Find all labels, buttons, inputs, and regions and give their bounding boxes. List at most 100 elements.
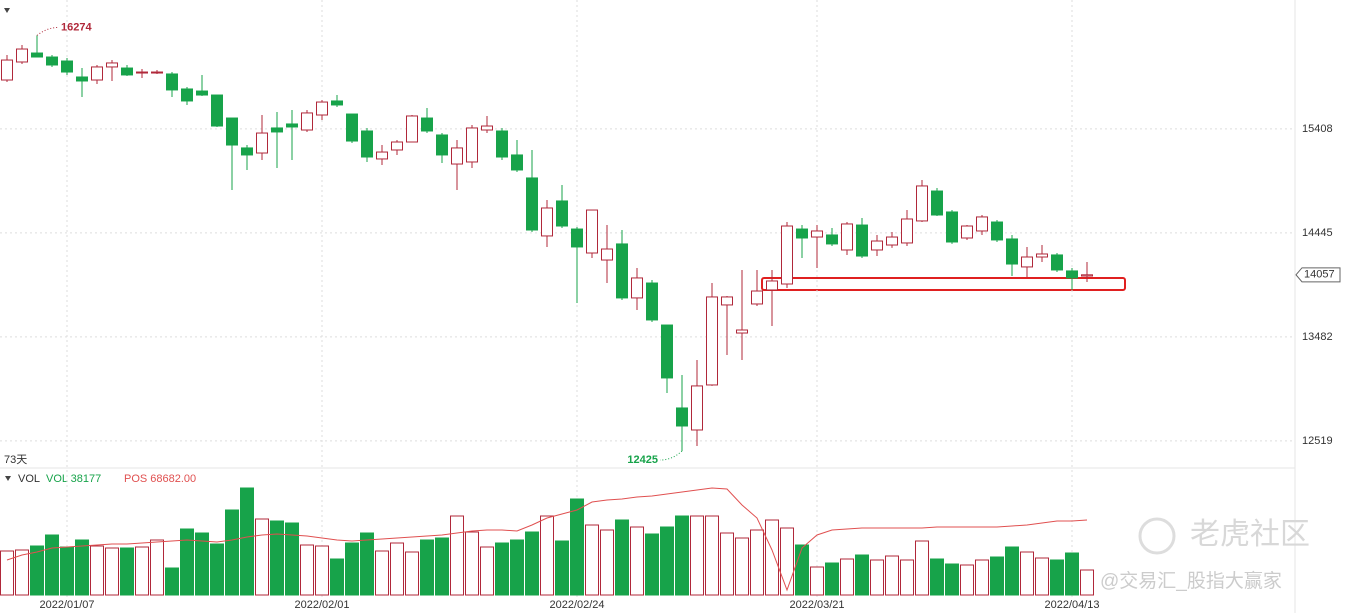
volume-bar xyxy=(285,522,299,596)
candle-body xyxy=(901,218,913,244)
volume-bar xyxy=(225,509,239,596)
candle-body xyxy=(1081,274,1093,277)
volume-bar xyxy=(420,539,434,596)
volume-bar xyxy=(390,542,404,596)
watermark-sub: @交易汇_股指大赢家 xyxy=(1100,570,1282,592)
volume-bar xyxy=(660,526,674,596)
low-label: 12425 xyxy=(627,454,658,466)
candle-body xyxy=(1066,270,1078,279)
volume-bar xyxy=(435,537,449,596)
candle-body xyxy=(496,130,508,158)
candle-body xyxy=(616,243,628,299)
volume-bar xyxy=(510,539,524,596)
candle-body xyxy=(181,88,193,102)
volume-bar xyxy=(615,519,629,596)
volume-bar xyxy=(540,515,554,596)
volume-bar xyxy=(885,555,899,596)
volume-bar xyxy=(855,554,869,596)
volume-bar xyxy=(930,558,944,596)
highlight-box xyxy=(761,277,1126,291)
volume-bar xyxy=(780,527,794,596)
volume-bar xyxy=(630,526,644,596)
volume-bar xyxy=(810,566,824,596)
vol-arrow[interactable] xyxy=(5,476,11,481)
volume-bar xyxy=(360,532,374,596)
candle-body xyxy=(676,407,688,427)
volume-bar xyxy=(105,547,119,596)
indicator: VOL xyxy=(18,473,40,485)
volume-bar xyxy=(585,524,599,596)
candle-body xyxy=(511,154,523,171)
volume-bar xyxy=(90,545,104,596)
y-tick-label: 12519 xyxy=(1302,435,1333,447)
volume-bar xyxy=(135,546,149,596)
volume-bar xyxy=(0,550,14,596)
x-tick-label: 2022/02/24 xyxy=(549,599,604,611)
volume-bar xyxy=(1080,569,1094,596)
candle-body xyxy=(166,73,178,91)
candle-body xyxy=(316,101,328,116)
price-tag xyxy=(1295,267,1341,283)
menu-arrow[interactable] xyxy=(4,8,10,13)
volume-bar xyxy=(300,544,314,596)
x-tick-label: 2022/04/13 xyxy=(1044,599,1099,611)
candle-body xyxy=(196,90,208,96)
candle-body xyxy=(541,207,553,237)
candle-body xyxy=(331,100,343,106)
candle-body xyxy=(646,282,658,321)
volume-bar xyxy=(675,515,689,596)
candle-body xyxy=(361,130,373,158)
candle-body xyxy=(451,147,463,165)
candle-body xyxy=(256,132,268,154)
high-leader xyxy=(36,26,60,36)
candle-body xyxy=(601,248,613,261)
candle-body xyxy=(766,280,778,291)
candle-body xyxy=(136,71,148,74)
y-tick-label: 13482 xyxy=(1302,331,1333,343)
volume-bar xyxy=(345,542,359,596)
volume-bar xyxy=(900,559,914,596)
candle-body xyxy=(826,234,838,245)
candle-body xyxy=(31,52,43,58)
candle-body xyxy=(586,209,598,254)
pos-line xyxy=(6,487,1088,592)
candle-body xyxy=(271,127,283,133)
volume-bar xyxy=(975,559,989,596)
volume-bar xyxy=(840,558,854,596)
candle-body xyxy=(421,117,433,132)
candle-body xyxy=(526,177,538,231)
candle-body xyxy=(1051,254,1063,271)
volume-bar xyxy=(195,532,209,596)
candle-body xyxy=(301,112,313,131)
x-tick-label: 2022/03/21 xyxy=(789,599,844,611)
candle-body xyxy=(916,185,928,222)
low-leader xyxy=(659,450,683,461)
volume-bar xyxy=(525,531,539,596)
candle-body xyxy=(151,71,163,74)
volume-bar xyxy=(765,519,779,596)
volume-bar xyxy=(645,533,659,596)
candle-body xyxy=(1006,238,1018,265)
candle-body xyxy=(376,151,388,160)
candle-body xyxy=(691,385,703,431)
volume-bar xyxy=(705,515,719,596)
y-tick-label: 14445 xyxy=(1302,227,1333,239)
price-tag-label: 14057 xyxy=(1304,269,1335,281)
candle-body xyxy=(811,230,823,238)
candle-body xyxy=(61,60,73,73)
candle-body xyxy=(706,296,718,386)
volume-bar xyxy=(15,549,29,596)
candle-body xyxy=(736,329,748,334)
volume-bar xyxy=(330,558,344,596)
volume-bar xyxy=(180,528,194,596)
candle-body xyxy=(211,94,223,127)
candle-body xyxy=(946,211,958,243)
candle-body xyxy=(1,59,13,81)
x-tick-label: 2022/01/07 xyxy=(39,599,94,611)
volume-bar xyxy=(990,556,1004,596)
volume-bar xyxy=(555,540,569,596)
candle-body xyxy=(46,56,58,66)
volume-bar xyxy=(30,545,44,596)
volume-bar xyxy=(720,532,734,596)
candle-body xyxy=(436,134,448,156)
